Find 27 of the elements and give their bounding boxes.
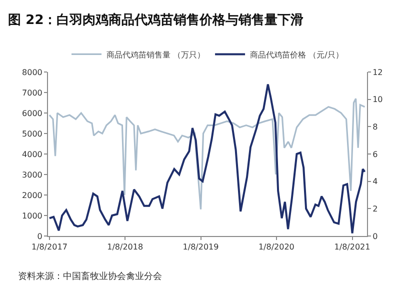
y2-tick-label: 6 bbox=[372, 150, 378, 159]
y2-tick-label: 10 bbox=[372, 95, 383, 104]
y2-tick-label: 0 bbox=[372, 232, 378, 241]
x-tick-label: 1/8/2019 bbox=[182, 242, 219, 252]
line-series bbox=[48, 83, 366, 234]
y2-tick-label: 2 bbox=[372, 204, 378, 214]
y2-tick-label: 8 bbox=[372, 122, 378, 132]
x-tick-label: 1/8/2021 bbox=[334, 242, 370, 252]
x-tick-label: 1/8/2020 bbox=[258, 242, 294, 252]
y-tick-label: 5000 bbox=[22, 129, 42, 138]
x-tick-label: 1/8/2017 bbox=[31, 242, 68, 252]
y-tick-label: 7000 bbox=[22, 88, 42, 98]
text: 资料来源：中国畜牧业协会禽业分会 bbox=[18, 271, 162, 282]
y-tick-label: 3000 bbox=[22, 170, 42, 180]
x-tick-label: 1/8/2018 bbox=[107, 242, 144, 252]
y-tick-label: 8000 bbox=[22, 68, 42, 77]
legend-label: 商品代鸡苗价格 （元/只） bbox=[250, 50, 344, 60]
line-series bbox=[48, 98, 366, 210]
y-tick-label: 1000 bbox=[22, 211, 42, 220]
y2-tick-label: 4 bbox=[372, 177, 378, 186]
y-tick-label: 4000 bbox=[22, 150, 42, 159]
y-tick-label: 0 bbox=[37, 232, 42, 241]
y2-tick-label: 12 bbox=[372, 68, 383, 77]
y-tick-label: 2000 bbox=[22, 190, 42, 200]
legend-label: 商品代鸡苗销售量 （万只） bbox=[106, 50, 206, 60]
chart-title: 图 22：白羽肉鸡商品代鸡苗销售价格与销售量下滑 bbox=[8, 12, 304, 28]
y-tick-label: 6000 bbox=[22, 108, 42, 118]
